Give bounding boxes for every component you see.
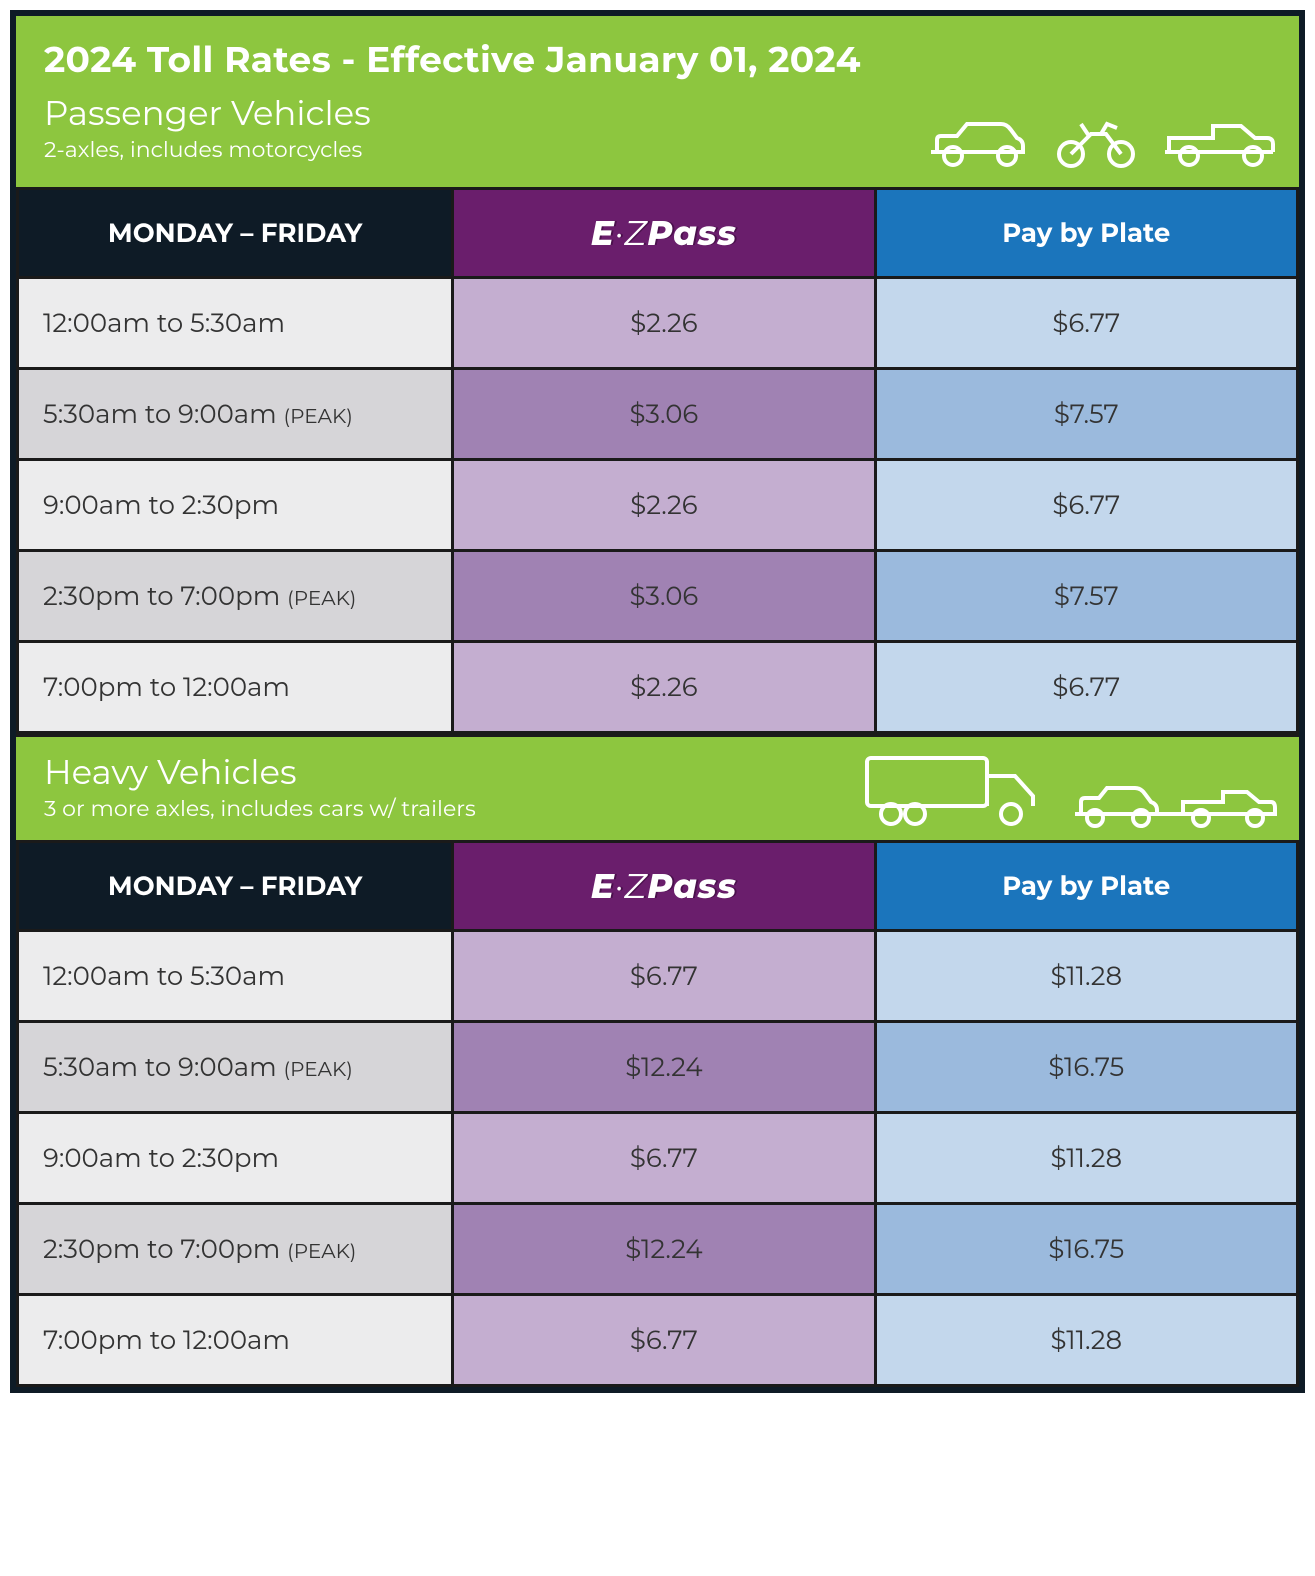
heavy-header: Heavy Vehicles 3 or more axles, includes… [16, 734, 1299, 840]
time-column-header: MONDAY – FRIDAY [18, 189, 453, 278]
paybyplate-cell: $6.77 [875, 460, 1297, 551]
ezpass-cell: $3.06 [453, 551, 875, 642]
ezpass-column-header: E·ZPass [453, 189, 875, 278]
page-title: 2024 Toll Rates - Effective January 01, … [44, 38, 1271, 82]
time-cell: 2:30pm to 7:00pm (PEAK) [18, 551, 453, 642]
paybyplate-cell: $11.28 [875, 931, 1297, 1022]
time-cell: 12:00am to 5:30am [18, 931, 453, 1022]
rate-row: 2:30pm to 7:00pm (PEAK) $3.06 $7.57 [18, 551, 1298, 642]
rate-row: 5:30am to 9:00am (PEAK) $3.06 $7.57 [18, 369, 1298, 460]
ezpass-cell: $6.77 [453, 1295, 875, 1386]
ezpass-logo: E·ZPass [591, 212, 737, 254]
ezpass-logo: E·ZPass [591, 865, 737, 907]
ezpass-cell: $12.24 [453, 1204, 875, 1295]
truck-icon [861, 750, 1051, 830]
paybyplate-cell: $6.77 [875, 642, 1297, 733]
paybyplate-cell: $16.75 [875, 1022, 1297, 1113]
time-cell: 5:30am to 9:00am (PEAK) [18, 1022, 453, 1113]
motorcycle-icon [1051, 114, 1141, 169]
ezpass-cell: $3.06 [453, 369, 875, 460]
paybyplate-cell: $16.75 [875, 1204, 1297, 1295]
car-trailer-icon [1069, 770, 1279, 830]
ezpass-cell: $12.24 [453, 1022, 875, 1113]
time-cell: 12:00am to 5:30am [18, 278, 453, 369]
ezpass-cell: $2.26 [453, 278, 875, 369]
rate-row: 7:00pm to 12:00am $6.77 $11.28 [18, 1295, 1298, 1386]
rate-row: 2:30pm to 7:00pm (PEAK) $12.24 $16.75 [18, 1204, 1298, 1295]
heavy-rate-table: MONDAY – FRIDAY E·ZPass Pay by Plate 12:… [16, 840, 1299, 1387]
time-cell: 9:00am to 2:30pm [18, 1113, 453, 1204]
heavy-icons [861, 750, 1279, 830]
paybyplate-column-header: Pay by Plate [875, 842, 1297, 931]
rate-row: 5:30am to 9:00am (PEAK) $12.24 $16.75 [18, 1022, 1298, 1113]
ezpass-column-header: E·ZPass [453, 842, 875, 931]
passenger-rate-table: MONDAY – FRIDAY E·ZPass Pay by Plate 12:… [16, 187, 1299, 734]
rate-row: 9:00am to 2:30pm $2.26 $6.77 [18, 460, 1298, 551]
paybyplate-cell: $6.77 [875, 278, 1297, 369]
passenger-icons [923, 114, 1279, 169]
pickup-icon [1159, 114, 1279, 169]
time-column-header: MONDAY – FRIDAY [18, 842, 453, 931]
ezpass-cell: $2.26 [453, 460, 875, 551]
paybyplate-column-header: Pay by Plate [875, 189, 1297, 278]
ezpass-cell: $2.26 [453, 642, 875, 733]
paybyplate-cell: $11.28 [875, 1113, 1297, 1204]
time-cell: 7:00pm to 12:00am [18, 642, 453, 733]
paybyplate-cell: $7.57 [875, 369, 1297, 460]
car-icon [923, 114, 1033, 169]
paybyplate-cell: $7.57 [875, 551, 1297, 642]
main-header: 2024 Toll Rates - Effective January 01, … [16, 16, 1299, 187]
rate-row: 9:00am to 2:30pm $6.77 $11.28 [18, 1113, 1298, 1204]
rate-row: 12:00am to 5:30am $2.26 $6.77 [18, 278, 1298, 369]
rate-row: 12:00am to 5:30am $6.77 $11.28 [18, 931, 1298, 1022]
time-cell: 5:30am to 9:00am (PEAK) [18, 369, 453, 460]
rate-row: 7:00pm to 12:00am $2.26 $6.77 [18, 642, 1298, 733]
time-cell: 9:00am to 2:30pm [18, 460, 453, 551]
ezpass-cell: $6.77 [453, 931, 875, 1022]
toll-rate-card: 2024 Toll Rates - Effective January 01, … [10, 10, 1305, 1393]
time-cell: 7:00pm to 12:00am [18, 1295, 453, 1386]
time-cell: 2:30pm to 7:00pm (PEAK) [18, 1204, 453, 1295]
ezpass-cell: $6.77 [453, 1113, 875, 1204]
paybyplate-cell: $11.28 [875, 1295, 1297, 1386]
